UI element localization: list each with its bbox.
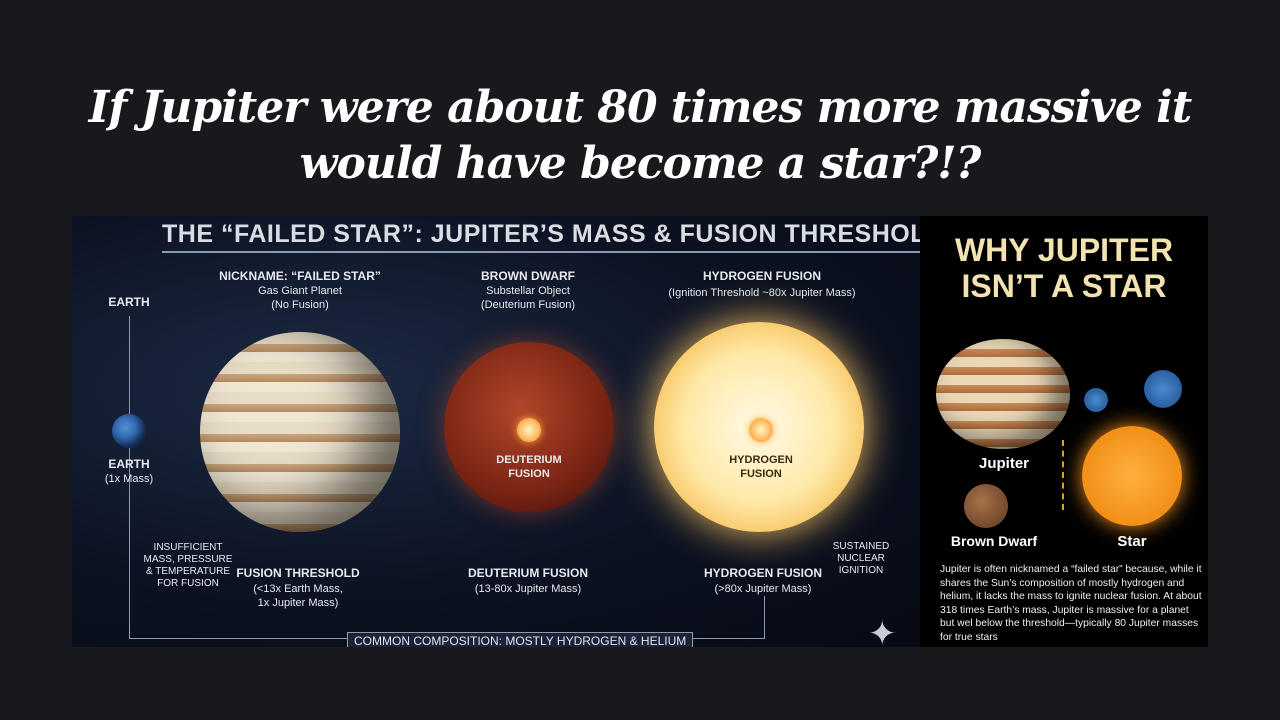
connector-line: [129, 316, 130, 638]
side-title: WHY JUPITER ISN’T A STAR: [954, 232, 1174, 304]
jupiter-sub: Gas Giant Planet: [258, 285, 342, 297]
brown-dwarf-label: Brown Dwarf: [950, 533, 1038, 549]
side-panel: WHY JUPITER ISN’T A STAR Jupiter Brown Dw…: [920, 216, 1208, 647]
earth-top-label: EARTH: [108, 295, 150, 309]
hydrogen-sub: (>80x Jupiter Mass): [714, 583, 812, 595]
side-description: Jupiter is often nicknamed a “failed sta…: [940, 564, 1202, 643]
brown-dwarf-heading: BROWN DWARF: [481, 269, 575, 283]
hydrogen-label: HYDROGEN FUSION: [703, 566, 823, 580]
jupiter-image: [200, 332, 400, 532]
star-core-label: HYDROGEN: [729, 454, 793, 466]
infographic-title: THE “FAILED STAR”: JUPITER’S MASS & FUSI…: [162, 220, 920, 253]
fusion-core-icon: [749, 418, 773, 442]
earth-image: [1084, 388, 1108, 412]
brown-dwarf-sub: (Deuterium Fusion): [480, 299, 576, 311]
earth-image: [112, 414, 146, 448]
sparkle-icon: ✦: [868, 615, 897, 647]
star-heading: HYDROGEN FUSION: [702, 269, 822, 283]
insufficient-note: INSUFFICIENT MASS, PRESSURE & TEMPERATURE F…: [143, 542, 233, 589]
jupiter-label: Jupiter: [978, 455, 1030, 472]
connector-line: [764, 596, 765, 638]
fusion-threshold-sub: (<13x Earth Mass,: [253, 583, 343, 595]
deuterium-label: DEUTERIUM FUSION: [468, 566, 588, 580]
headline: If Jupiter were about 80 times more mass…: [0, 80, 1280, 192]
sustained-note: SUSTAINED NUCLEAR IGNITION: [832, 541, 890, 576]
bd-core-label: FUSION: [508, 468, 550, 480]
star-image: [1082, 426, 1182, 526]
brown-dwarf-image: [964, 484, 1008, 528]
jupiter-heading: NICKNAME: “FAILED STAR”: [219, 269, 381, 283]
star-core-label: FUSION: [740, 468, 782, 480]
jupiter-sub: (No Fusion): [271, 299, 329, 311]
star-label: Star: [1117, 533, 1147, 550]
earth-image: [1144, 370, 1182, 408]
infographic: THE “FAILED STAR”: JUPITER’S MASS & FUSI…: [72, 216, 920, 647]
star-sub: (Ignition Threshold ~80x Jupiter Mass): [668, 287, 856, 299]
headline-line-1: If Jupiter were about 80 times more mass…: [88, 82, 1192, 133]
earth-mass: (1x Mass): [104, 473, 154, 485]
headline-line-2: would have become a star?!?: [299, 138, 982, 189]
bd-core-label: DEUTERIUM: [496, 454, 562, 466]
earth-label: EARTH: [108, 457, 150, 471]
deuterium-sub: (13-80x Jupiter Mass): [474, 583, 582, 595]
fusion-core-icon: [517, 418, 541, 442]
brown-dwarf-sub: Substellar Object: [486, 285, 570, 297]
composition-banner: COMMON COMPOSITION: MOSTLY HYDROGEN & HE…: [347, 632, 694, 647]
divider: [1062, 440, 1064, 510]
jupiter-image: [936, 339, 1070, 449]
fusion-threshold-label: FUSION THRESHOLD: [236, 566, 360, 580]
fusion-threshold-sub: 1x Jupiter Mass): [257, 597, 339, 609]
